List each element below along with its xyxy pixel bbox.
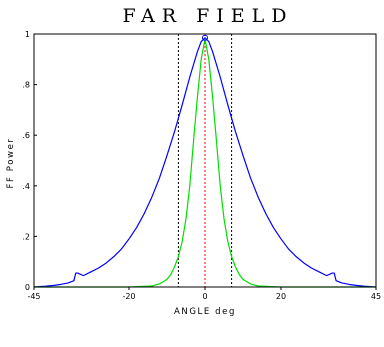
series-layer — [33, 34, 377, 288]
y-axis-title: FF Power — [6, 138, 16, 189]
y-tick-label-2: .4 — [22, 182, 30, 191]
peak-marker — [202, 34, 208, 41]
reference-lines — [177, 34, 233, 287]
x-tick-label-1: -20 — [122, 292, 135, 301]
y-tick-label-4: .8 — [22, 81, 30, 90]
series-line-0 — [33, 37, 377, 288]
y-tick-label-0: 0 — [25, 283, 30, 292]
axes — [33, 33, 377, 290]
y-tick-label-3: .6 — [22, 131, 30, 140]
x-tick-label-3: 20 — [276, 292, 286, 301]
y-tick-label-5: 1 — [25, 30, 30, 39]
x-tick-label-2: 0 — [202, 292, 207, 301]
tick-labels: -45 -20 0 20 45 0 .2 .4 .6 .8 1 — [22, 30, 381, 301]
y-tick-label-1: .2 — [22, 232, 30, 241]
x-tick-label-4: 45 — [371, 292, 381, 301]
x-axis-title: ANGLE deg — [174, 307, 236, 317]
series-line-1 — [34, 38, 376, 288]
x-tick-label-0: -45 — [27, 292, 40, 301]
chart-title: FAR FIELD — [122, 5, 293, 27]
